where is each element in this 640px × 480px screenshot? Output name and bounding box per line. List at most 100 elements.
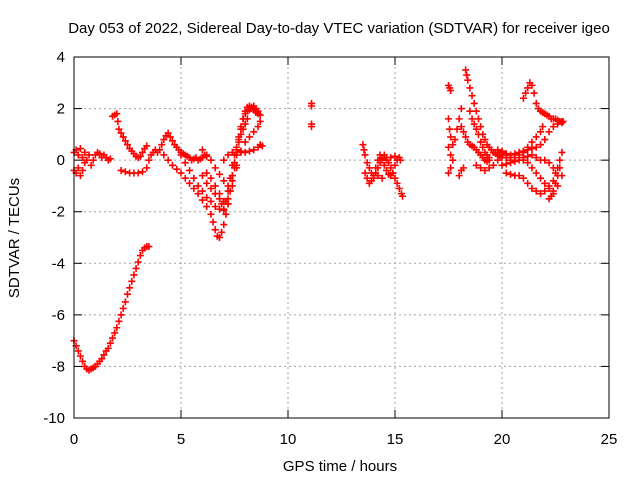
data-point <box>190 174 198 182</box>
data-point <box>472 161 480 169</box>
data-point <box>186 179 194 187</box>
data-point <box>81 159 89 167</box>
data-point <box>519 154 527 162</box>
data-point <box>507 170 515 178</box>
data-point <box>173 165 181 173</box>
data-point <box>186 166 194 174</box>
data-point <box>524 146 532 154</box>
data-point <box>243 115 251 123</box>
data-point <box>537 141 545 149</box>
data-point <box>359 141 367 149</box>
data-point <box>507 154 515 162</box>
data-point <box>198 146 206 154</box>
data-point <box>541 136 549 144</box>
data-point <box>113 110 121 118</box>
data-point <box>79 357 87 365</box>
data-point <box>532 143 540 151</box>
data-point <box>241 148 249 156</box>
data-point <box>470 99 478 107</box>
data-point <box>498 147 506 155</box>
data-point <box>556 164 564 172</box>
data-point <box>524 179 532 187</box>
data-point <box>398 192 406 200</box>
x-tick-label: 0 <box>70 431 78 448</box>
data-point <box>119 304 127 312</box>
data-point <box>545 185 553 193</box>
data-point <box>145 156 153 164</box>
data-point <box>541 156 549 164</box>
data-point <box>389 169 397 177</box>
y-tick-label: 0 <box>57 152 65 169</box>
data-point <box>558 117 566 125</box>
data-point <box>378 155 386 163</box>
data-point <box>89 156 97 164</box>
x-axis-label: GPS time / hours <box>283 458 397 475</box>
data-point <box>447 87 455 95</box>
data-point <box>372 164 380 172</box>
data-point <box>203 179 211 187</box>
data-point <box>211 226 219 234</box>
data-point <box>216 234 224 241</box>
grid-lines <box>74 57 609 418</box>
chart-title: Day 053 of 2022, Sidereal Day-to-day VTE… <box>68 20 610 37</box>
data-point <box>81 148 89 156</box>
data-point <box>181 174 189 182</box>
data-point <box>124 141 131 149</box>
data-point <box>76 145 84 153</box>
data-point <box>391 152 399 160</box>
data-point <box>87 161 95 169</box>
data-point <box>479 143 487 151</box>
data-point <box>554 182 562 190</box>
data-point <box>194 190 202 198</box>
data-point <box>363 159 371 167</box>
data-point <box>245 147 253 155</box>
data-point <box>387 164 395 172</box>
y-tick-label: 4 <box>57 49 65 66</box>
data-points <box>70 66 567 374</box>
data-point <box>138 148 146 156</box>
data-point <box>134 258 142 266</box>
data-point <box>134 169 142 177</box>
data-point <box>218 228 226 236</box>
data-point <box>556 156 564 164</box>
data-point <box>237 130 245 138</box>
y-tick-label: -4 <box>52 255 65 272</box>
data-point <box>76 172 84 180</box>
data-point <box>211 203 219 211</box>
data-point <box>241 120 249 128</box>
data-point <box>528 145 536 153</box>
data-point <box>470 120 478 128</box>
data-point <box>519 147 527 155</box>
data-point <box>239 125 247 133</box>
data-point <box>549 123 557 131</box>
data-point <box>453 125 461 133</box>
data-point <box>74 347 82 355</box>
data-point <box>106 339 114 347</box>
y-tick-label: -6 <box>52 307 65 324</box>
x-tick-label: 20 <box>494 431 511 448</box>
data-point <box>374 172 382 180</box>
data-point <box>459 128 467 136</box>
data-point <box>198 172 206 180</box>
data-point <box>387 154 395 162</box>
data-point <box>233 148 241 156</box>
data-point <box>164 129 172 137</box>
data-point <box>222 210 230 218</box>
data-point <box>541 179 549 187</box>
data-point <box>124 290 131 298</box>
data-point <box>537 190 545 198</box>
data-point <box>128 277 136 285</box>
data-point <box>209 218 217 226</box>
data-point <box>216 190 224 198</box>
data-point <box>220 156 228 164</box>
data-point <box>502 169 510 177</box>
data-point <box>361 151 369 159</box>
data-point <box>511 157 519 165</box>
data-point <box>117 166 125 174</box>
data-point <box>457 123 465 131</box>
data-point <box>160 151 168 159</box>
data-point <box>158 141 166 149</box>
data-point <box>376 151 384 159</box>
data-point <box>104 344 112 352</box>
data-point <box>522 89 530 97</box>
